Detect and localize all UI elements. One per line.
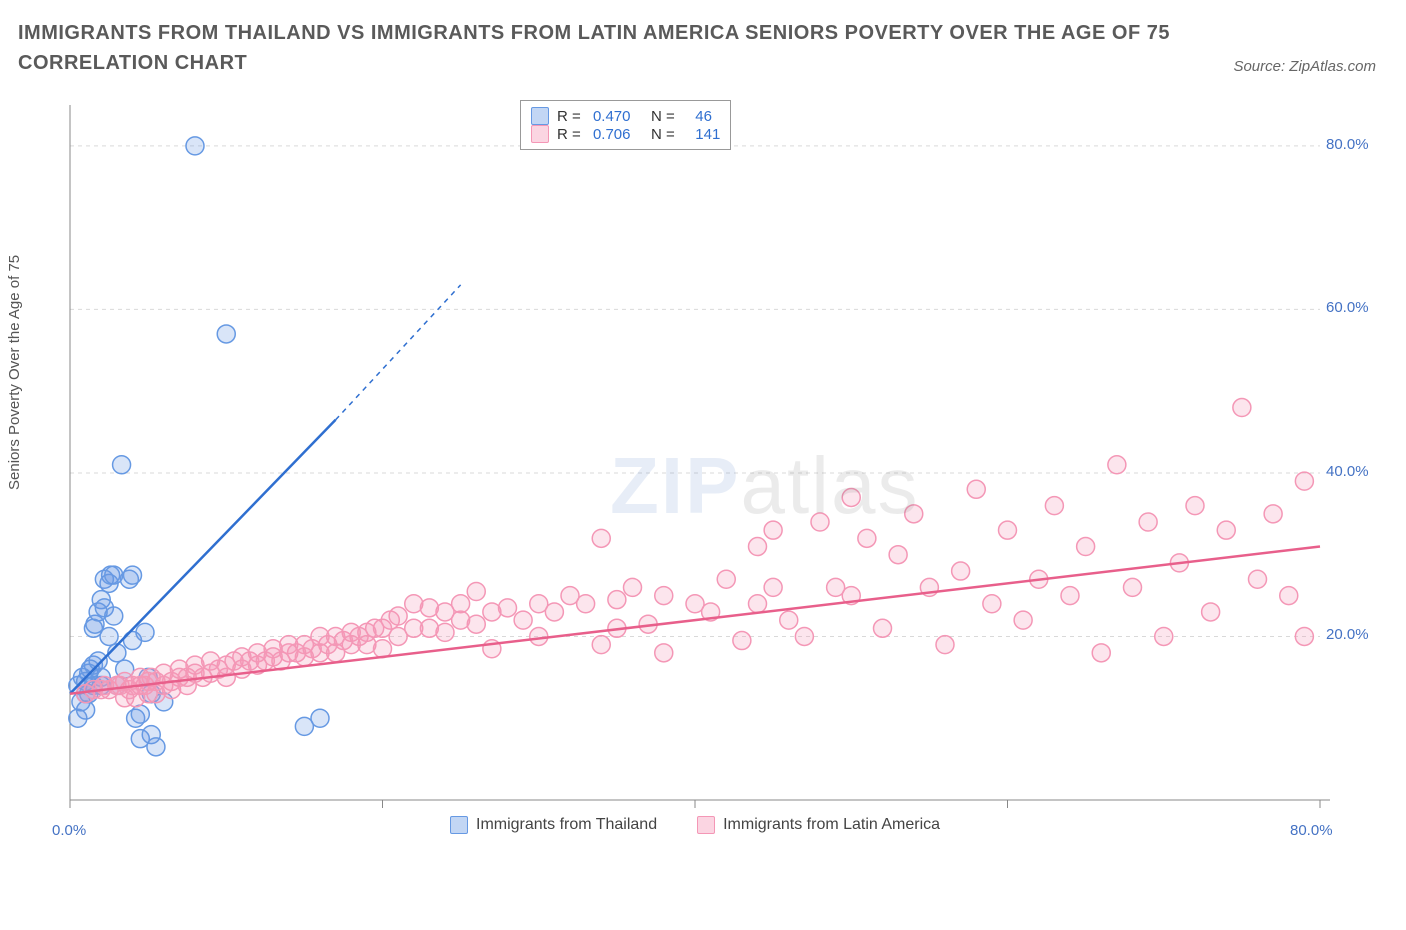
legend-stat-row: R = 0.470 N = 46 — [531, 107, 720, 125]
plot-area: ZIPatlas R = 0.470 N = 46R = 0.706 N = 1… — [50, 100, 1360, 830]
watermark: ZIPatlas — [610, 440, 919, 532]
legend-series: Immigrants from Thailand Immigrants from … — [450, 816, 940, 834]
legend-item: Immigrants from Latin America — [697, 816, 940, 834]
y-tick: 60.0% — [1326, 299, 1369, 316]
legend-item: Immigrants from Thailand — [450, 816, 657, 834]
y-tick: 40.0% — [1326, 463, 1369, 480]
source-label: Source: ZipAtlas.com — [1233, 58, 1376, 75]
y-axis-label: Seniors Poverty Over the Age of 75 — [6, 255, 23, 490]
watermark-zip: ZIP — [610, 441, 740, 530]
x-tick: 80.0% — [1290, 822, 1333, 839]
y-tick: 20.0% — [1326, 626, 1369, 643]
legend-stats: R = 0.470 N = 46R = 0.706 N = 141 — [520, 100, 731, 150]
chart-title: IMMIGRANTS FROM THAILAND VS IMMIGRANTS F… — [18, 18, 1186, 78]
chart-container: IMMIGRANTS FROM THAILAND VS IMMIGRANTS F… — [0, 0, 1406, 930]
legend-stat-row: R = 0.706 N = 141 — [531, 125, 720, 143]
x-tick: 0.0% — [52, 822, 86, 839]
y-tick: 80.0% — [1326, 136, 1369, 153]
watermark-atlas: atlas — [740, 441, 919, 530]
